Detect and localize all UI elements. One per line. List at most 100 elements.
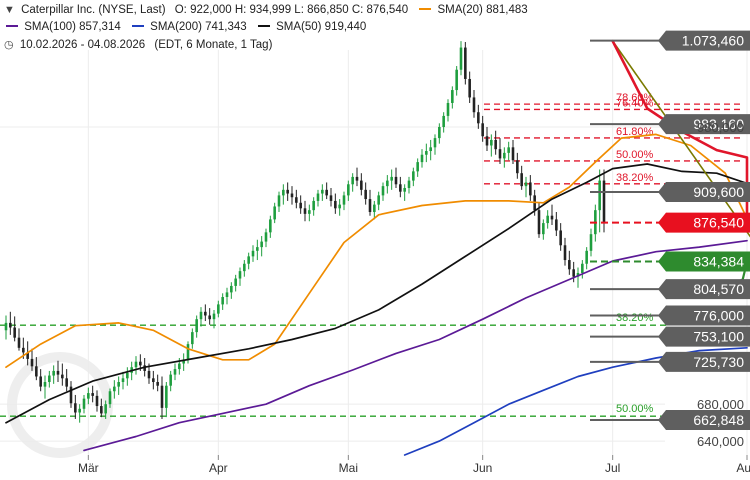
candle-body [498,149,502,159]
price-label: 876,540 [590,212,750,233]
candle [282,184,285,205]
candle-body [585,250,588,264]
candle-body [503,152,506,159]
candle-body [39,376,42,387]
candle-body [416,162,419,172]
price-label: 834,384 [590,251,750,272]
candle-body [520,173,523,187]
horizontal-levels: 78.60%76.40%61.80%50.00%38.20%38.20%50.0… [0,92,742,417]
price-label-text: 725,730 [693,354,744,370]
symbol-text: Caterpillar Inc. (NYSE, Last) [21,4,166,16]
candle-body [199,311,203,320]
candle-body [325,189,328,196]
candle [568,250,571,275]
candle [399,176,402,198]
candle-body [442,115,445,128]
sma20-line [5,133,748,369]
candle-body [26,352,29,359]
candle [52,365,55,384]
candle-body [173,369,177,375]
candle-body [494,139,497,150]
candle [338,199,341,216]
candle-body [286,189,289,194]
candle [208,308,211,325]
candle-body [377,195,380,205]
candle-body [69,386,73,404]
candle-body [524,182,528,187]
candle [243,260,246,277]
candle [559,223,562,251]
price-label: 725,730 [590,351,750,372]
candle [264,228,268,248]
candle-body [308,210,311,214]
candle-body [208,315,211,320]
candle-body [581,263,584,273]
legend-line-2: SMA(100) 857,314 SMA(200) 741,343 SMA(50… [4,21,372,33]
month-label: Mär [78,461,99,475]
y-tick-label: 980,000 [697,120,744,135]
candle [598,169,601,233]
candle-body [481,123,484,137]
sma20-swatch [419,7,432,10]
candle [468,71,471,103]
candle-body [290,193,294,198]
candle [316,189,320,207]
candle-body [251,250,255,257]
candle-body [555,219,558,231]
month-label: Mai [339,461,358,475]
sma50-line [5,163,748,424]
candle-body [438,127,441,139]
candle-body [472,97,476,113]
candle-body [403,187,406,192]
candle [39,369,42,392]
candle [355,167,359,187]
price-label-text: 753,100 [693,329,744,345]
candle-body [234,278,237,286]
price-label-text: 776,000 [693,307,744,323]
candle-body [260,241,263,248]
candle-body [48,375,51,383]
candle-body [412,171,415,181]
candle-body [104,404,107,414]
candle-body [22,347,25,353]
candle [212,309,216,329]
candle-body [217,304,220,314]
candle-body [139,361,142,366]
candle-body [264,232,268,242]
price-label: 909,600 [590,182,750,203]
candle [563,237,567,266]
candle [247,252,250,270]
candle [82,394,86,414]
candle [35,357,38,381]
candle-body [30,358,34,367]
candle-body [87,393,90,399]
axes: Mär Apr Mai Jun Jul Aug 980,000 680,000 640,000 [78,120,750,475]
price-label-text: 804,570 [693,281,744,297]
candle [312,197,315,216]
candle-body [113,386,116,392]
candle [61,363,64,386]
candle-body [602,180,606,224]
candle-body [355,176,359,181]
candle [481,115,484,142]
candle-body [429,147,432,152]
candle-body [225,292,229,298]
candle-body [386,180,389,187]
candle-body [43,382,47,387]
candle-body [121,378,125,383]
candle-body [160,385,164,408]
candle-body [598,180,601,211]
candle-body [451,90,454,103]
meta-text: (EDT, 6 Monate, 1 Tag) [154,39,273,51]
candle [299,195,302,214]
candle-body [485,136,489,146]
candle [351,173,354,192]
candle [360,173,363,196]
date-range-text: 10.02.2026 - 04.08.2026 [19,39,146,51]
candle-body [147,370,151,379]
candle-body [572,269,575,277]
candle [169,370,172,392]
candle [529,175,532,201]
candle [342,191,346,211]
candle [56,360,60,383]
